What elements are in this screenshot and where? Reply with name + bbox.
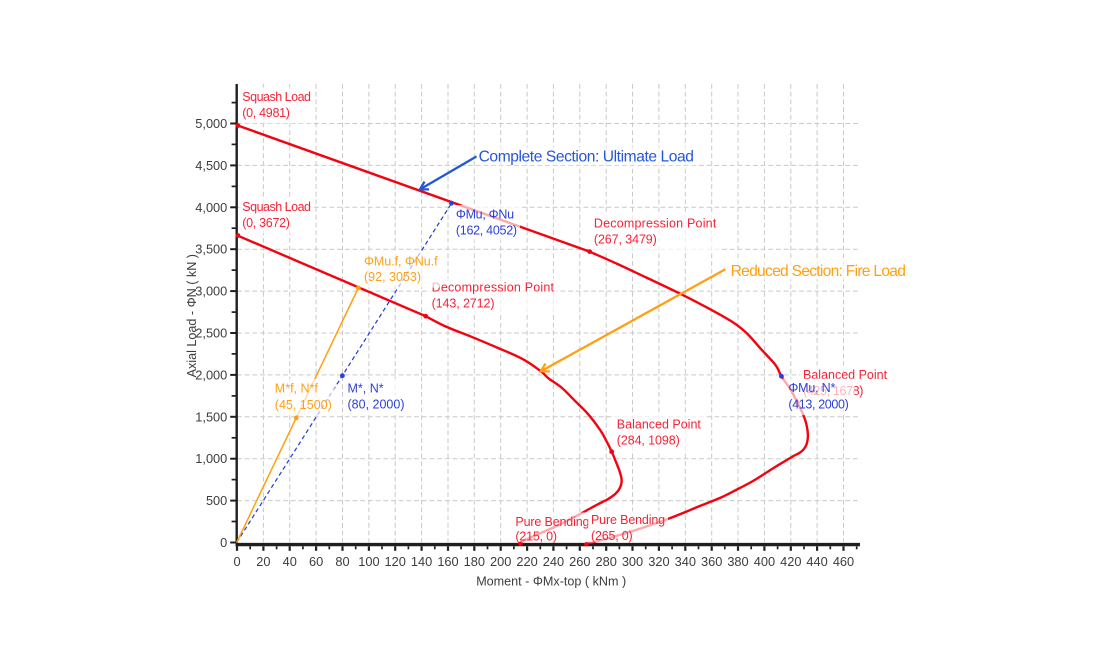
svg-text:Axial Load - ΦN ( kN ): Axial Load - ΦN ( kN ) (185, 254, 199, 377)
svg-text:460: 460 (833, 554, 854, 569)
svg-text:500: 500 (206, 493, 227, 508)
svg-text:(267, 3479): (267, 3479) (594, 233, 657, 247)
svg-text:(284, 1098): (284, 1098) (617, 433, 680, 447)
svg-text:(45, 1500): (45, 1500) (275, 398, 332, 412)
svg-text:300: 300 (622, 554, 643, 569)
svg-text:(0, 4981): (0, 4981) (242, 106, 289, 120)
svg-text:200: 200 (490, 554, 511, 569)
svg-text:Decompression Point: Decompression Point (594, 217, 717, 231)
svg-text:M*, N*: M*, N* (348, 381, 384, 395)
svg-text:2,000: 2,000 (195, 367, 227, 382)
svg-text:20: 20 (256, 554, 270, 569)
svg-text:360: 360 (701, 554, 722, 569)
svg-text:(265, 0): (265, 0) (591, 529, 633, 543)
svg-text:240: 240 (543, 554, 564, 569)
svg-text:120: 120 (385, 554, 406, 569)
svg-text:4,000: 4,000 (195, 200, 227, 215)
svg-text:(143, 2712): (143, 2712) (432, 297, 495, 311)
svg-text:140: 140 (411, 554, 432, 569)
svg-text:180: 180 (464, 554, 485, 569)
svg-text:320: 320 (648, 554, 669, 569)
svg-text:3,500: 3,500 (195, 242, 227, 257)
svg-text:Balanced Point: Balanced Point (803, 368, 888, 382)
svg-text:Squash Load: Squash Load (242, 90, 311, 104)
svg-text:(413, 2000): (413, 2000) (788, 398, 848, 412)
svg-text:(162, 4052): (162, 4052) (456, 224, 517, 238)
svg-text:Decompression Point: Decompression Point (432, 281, 555, 295)
svg-text:40: 40 (283, 554, 297, 569)
svg-text:ΦMu, ΦNu: ΦMu, ΦNu (456, 208, 514, 222)
svg-text:160: 160 (437, 554, 458, 569)
svg-text:100: 100 (358, 554, 379, 569)
svg-text:Moment - ΦMx-top ( kNm ): Moment - ΦMx-top ( kNm ) (476, 574, 626, 588)
svg-text:340: 340 (675, 554, 696, 569)
svg-text:1,000: 1,000 (195, 451, 227, 466)
svg-text:80: 80 (335, 554, 349, 569)
svg-text:(0, 3672): (0, 3672) (242, 216, 289, 230)
svg-text:5,000: 5,000 (195, 116, 227, 131)
svg-text:2,500: 2,500 (195, 326, 227, 341)
svg-text:ΦMu.f, ΦNu.f: ΦMu.f, ΦNu.f (364, 254, 438, 268)
svg-text:M*f, N*f: M*f, N*f (275, 382, 319, 396)
svg-text:Complete Section: Ultimate Loa: Complete Section: Ultimate Load (479, 148, 694, 165)
svg-text:1,500: 1,500 (195, 409, 227, 424)
svg-text:(215, 0): (215, 0) (515, 530, 557, 544)
svg-text:(92, 3053): (92, 3053) (364, 270, 421, 284)
svg-text:380: 380 (727, 554, 748, 569)
svg-text:ΦMu, N*: ΦMu, N* (788, 381, 835, 395)
svg-text:(80, 2000): (80, 2000) (348, 397, 405, 411)
svg-text:420: 420 (780, 554, 801, 569)
svg-text:440: 440 (806, 554, 827, 569)
svg-text:60: 60 (309, 554, 323, 569)
svg-text:220: 220 (516, 554, 537, 569)
svg-text:260: 260 (569, 554, 590, 569)
svg-text:0: 0 (220, 535, 227, 550)
svg-text:280: 280 (596, 554, 617, 569)
svg-text:Pure Bending: Pure Bending (515, 515, 589, 529)
svg-text:Balanced Point: Balanced Point (617, 417, 702, 431)
svg-text:400: 400 (754, 554, 775, 569)
svg-text:3,000: 3,000 (195, 284, 227, 299)
svg-text:Squash Load: Squash Load (242, 200, 311, 214)
svg-text:Pure Bending: Pure Bending (591, 513, 665, 527)
svg-text:4,500: 4,500 (195, 158, 227, 173)
svg-text:0: 0 (233, 554, 240, 569)
svg-text:Reduced Section: Fire Load: Reduced Section: Fire Load (731, 263, 906, 280)
